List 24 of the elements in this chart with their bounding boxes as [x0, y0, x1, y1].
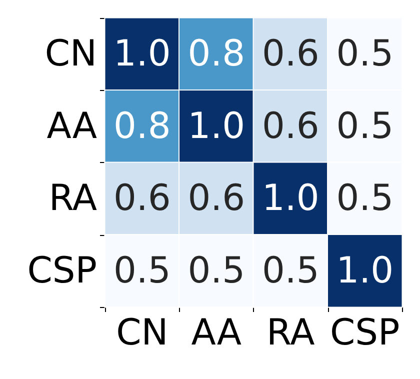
- data-label: 0.6: [188, 178, 246, 220]
- data-label: 0.6: [262, 106, 320, 147]
- data-label: 0.5: [262, 250, 320, 292]
- data-label: 1.0: [336, 250, 394, 292]
- y-tick-label: AA: [46, 106, 98, 147]
- x-tick-label: CN: [116, 312, 168, 354]
- y-tick-label: RA: [48, 178, 98, 220]
- data-label: 1.0: [188, 106, 246, 147]
- data-label: 0.6: [262, 34, 320, 75]
- data-label: 0.5: [336, 178, 394, 220]
- data-label: 0.5: [336, 34, 394, 75]
- x-tick-label: CSP: [330, 312, 400, 354]
- data-label: 0.5: [336, 106, 394, 147]
- y-tick-label: CN: [44, 34, 97, 75]
- data-label: 1.0: [262, 178, 320, 220]
- x-tick-label: RA: [266, 312, 316, 354]
- data-label: 0.8: [113, 106, 171, 147]
- data-label: 0.6: [113, 178, 171, 220]
- data-label: 0.5: [113, 250, 171, 292]
- x-tick-label: AA: [191, 312, 242, 354]
- data-label: 0.8: [188, 34, 246, 75]
- y-tick-label: CSP: [27, 250, 97, 292]
- data-label: 0.5: [188, 250, 246, 292]
- data-label: 1.0: [113, 34, 171, 75]
